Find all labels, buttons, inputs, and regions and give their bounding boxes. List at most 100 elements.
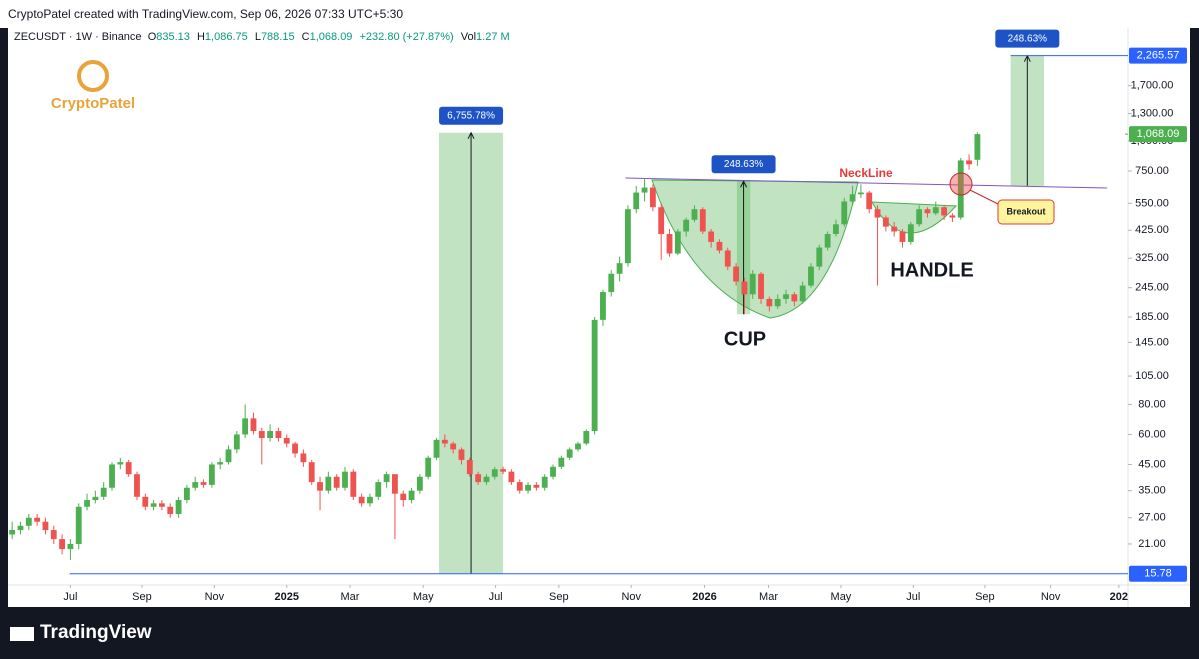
- candle-body: [175, 500, 182, 514]
- candle-body: [358, 496, 365, 504]
- candle-body: [699, 209, 706, 232]
- ohlc-label: L: [254, 31, 261, 43]
- y-tick-label: 325.00: [1135, 252, 1169, 264]
- measure-label-box: [711, 155, 776, 174]
- measure-label-box: [439, 106, 504, 125]
- candle-body: [350, 471, 357, 497]
- candle-body: [766, 298, 773, 307]
- price-tag: [1129, 47, 1187, 64]
- candle-body: [150, 503, 157, 507]
- candle-body: [708, 231, 715, 242]
- ohlc-value: 788.15: [260, 31, 295, 43]
- candle-body: [17, 525, 24, 531]
- logo-icon: [77, 60, 109, 92]
- candle-body: [550, 466, 556, 477]
- measure-arrowhead: [740, 180, 748, 188]
- candle-body: [400, 493, 407, 501]
- candle-body: [42, 521, 49, 531]
- candle-body: [441, 439, 448, 444]
- candle-body: [159, 503, 165, 507]
- candle-body: [816, 247, 823, 267]
- candle-body: [891, 226, 898, 232]
- candle-body: [966, 160, 972, 165]
- candle-body: [566, 449, 573, 458]
- candle-body: [624, 209, 631, 264]
- candle-body: [208, 464, 215, 485]
- handle-label: HANDLE: [890, 259, 973, 281]
- candle-body: [774, 298, 781, 307]
- candle-body: [716, 241, 723, 251]
- x-tick-label: Jul: [906, 591, 920, 603]
- x-tick-label: Mar: [759, 591, 778, 603]
- candle-body: [450, 443, 457, 450]
- logo-text: CryptoPatel: [51, 95, 135, 112]
- candle-body: [433, 439, 440, 458]
- price-tag: [1129, 126, 1187, 143]
- candle-body: [833, 224, 839, 234]
- candle-body: [317, 482, 323, 491]
- candle-body: [758, 273, 764, 299]
- candle-body: [300, 453, 307, 463]
- marks: 21.00 27.00 35.00 45.00 60.00 80.00 105.00 145.…: [9, 29, 1187, 603]
- measure-label: 248.63%: [1008, 33, 1048, 44]
- y-tick-label: 425.00: [1135, 224, 1169, 236]
- candle-body: [974, 134, 981, 160]
- candle-body: [733, 266, 739, 282]
- y-tick-label: 21.00: [1138, 538, 1166, 550]
- candle-body: [841, 201, 848, 225]
- candle-body: [217, 462, 224, 465]
- candle-body: [342, 471, 348, 488]
- candle-body: [941, 207, 948, 216]
- x-tick-label: Mar: [341, 591, 360, 603]
- breakout-label: Breakout: [1006, 206, 1045, 216]
- candle-body: [824, 233, 831, 248]
- candle-body: [367, 496, 373, 504]
- y-tick-label: 550.00: [1135, 197, 1169, 209]
- cup-label: CUP: [724, 328, 766, 350]
- candle-body: [425, 457, 432, 477]
- y-tick-label: 27.00: [1138, 512, 1166, 524]
- y-tick-label: 1,700.00: [1131, 80, 1174, 92]
- candle-body: [608, 273, 615, 293]
- credit: CryptoPatel created with TradingView.com…: [8, 7, 404, 21]
- candle-body: [242, 418, 249, 435]
- chart-panel: [8, 28, 1190, 607]
- candle-body: [866, 192, 873, 210]
- candle-body: [192, 482, 199, 488]
- candle-body: [142, 496, 149, 507]
- top-bar: CryptoPatel created with TradingView.com…: [0, 0, 1199, 28]
- y-tick-label: 145.00: [1135, 336, 1169, 348]
- candle-body: [134, 474, 140, 497]
- measure-arrowhead: [467, 131, 475, 140]
- x-tick-label: May: [831, 591, 852, 603]
- candle-body: [633, 192, 640, 210]
- candle-body: [949, 215, 956, 218]
- y-tick-label: 245.00: [1135, 282, 1169, 294]
- candle-body: [907, 224, 914, 242]
- candle-body: [749, 273, 756, 295]
- candle-body: [516, 482, 523, 491]
- candle-body: [849, 194, 856, 202]
- candle-body: [525, 484, 531, 491]
- candle-body: [258, 431, 265, 438]
- x-tick-label: Nov: [205, 591, 225, 603]
- candle-body: [508, 471, 515, 483]
- price-tag-label: 1,068.09: [1137, 128, 1180, 140]
- candle-body: [308, 462, 315, 483]
- candle-body: [957, 160, 964, 218]
- measure-label-box: [995, 29, 1060, 48]
- neckline-label: NeckLine: [839, 166, 893, 180]
- measure-label: 6,755.78%: [447, 110, 495, 121]
- candle-body: [882, 217, 889, 227]
- candle-body: [9, 530, 16, 535]
- candle-body: [34, 517, 41, 522]
- candle-body: [616, 263, 623, 274]
- vol-value: 1.27 M: [476, 31, 510, 43]
- candle-body: [416, 476, 423, 491]
- x-tick-label: Jul: [489, 591, 503, 603]
- candle-body: [932, 207, 939, 214]
- candle-body: [200, 482, 207, 485]
- candle-body: [392, 474, 398, 494]
